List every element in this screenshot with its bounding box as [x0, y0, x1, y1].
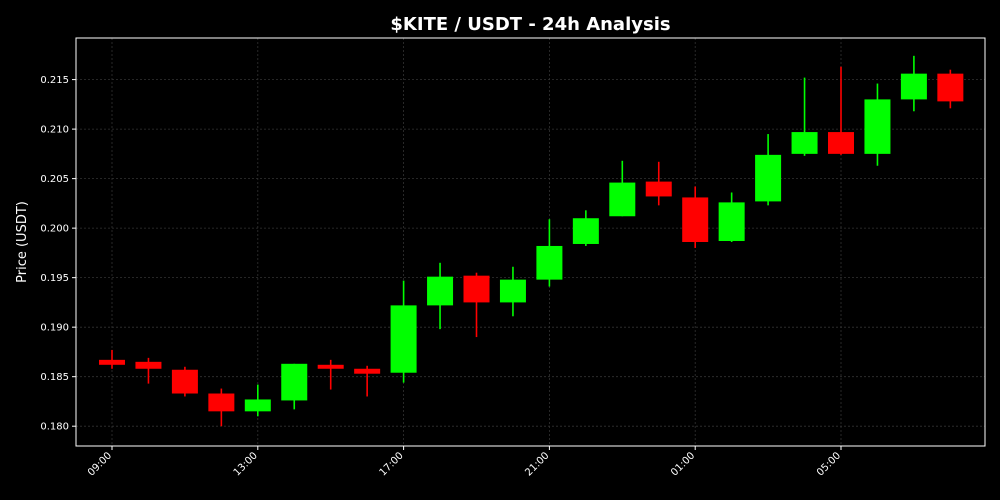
candle — [390, 280, 417, 383]
chart-title: $KITE / USDT - 24h Analysis — [390, 14, 670, 35]
candle — [463, 272, 490, 338]
candle-body — [572, 218, 599, 244]
candle — [937, 69, 964, 109]
candle — [572, 210, 599, 246]
candle-body — [609, 182, 636, 217]
candles — [99, 55, 964, 427]
candle — [682, 186, 709, 248]
candle-body — [208, 393, 235, 412]
candle — [499, 266, 526, 317]
candle-body — [463, 275, 490, 303]
candle — [645, 161, 672, 206]
candle-body — [171, 369, 198, 394]
candle — [828, 66, 854, 155]
candle — [609, 160, 636, 217]
candle-body — [135, 361, 162, 369]
y-tick-label: 0.190 — [40, 323, 69, 334]
candle — [244, 384, 271, 417]
candle-body — [317, 364, 344, 369]
candle-body — [791, 132, 818, 154]
y-tick-label: 0.205 — [40, 174, 69, 185]
candle-body — [682, 197, 709, 242]
candle-body — [536, 245, 563, 280]
y-tick-label: 0.200 — [40, 224, 69, 235]
candle — [791, 77, 818, 156]
candle — [755, 134, 782, 206]
candle-body — [244, 399, 271, 412]
candle-body — [900, 73, 927, 100]
y-axis: 0.180 0.185 0.190 0.195 0.200 0.205 0.210 0.215 — [40, 75, 76, 433]
candle-body — [718, 202, 745, 242]
candle — [171, 366, 198, 397]
y-tick-label: 0.195 — [40, 273, 69, 284]
candle-body — [281, 363, 308, 401]
candle-body — [499, 279, 526, 303]
candle-body — [828, 132, 854, 154]
candle — [281, 363, 308, 410]
candle-body — [937, 73, 964, 102]
candle-body — [99, 359, 125, 365]
candle — [354, 365, 381, 397]
y-axis-label: Price (USDT) — [15, 201, 30, 283]
candle — [135, 357, 162, 384]
y-tick-label: 0.210 — [40, 125, 69, 136]
plot-frame — [75, 37, 986, 447]
candle — [864, 83, 891, 166]
candle — [536, 219, 563, 287]
candle — [99, 349, 125, 369]
y-tick-label: 0.185 — [40, 372, 69, 383]
y-tick-label: 0.180 — [40, 422, 69, 433]
candle-body — [755, 154, 782, 202]
candle — [208, 388, 235, 427]
candle-body — [427, 276, 454, 306]
y-tick-label: 0.215 — [40, 75, 69, 86]
candle-body — [864, 99, 891, 154]
candle-body — [390, 305, 417, 373]
candle-body — [354, 368, 381, 374]
candle — [427, 262, 454, 330]
candle — [900, 55, 927, 112]
candle-body — [645, 181, 672, 197]
candle — [718, 192, 745, 242]
candle — [317, 359, 344, 390]
